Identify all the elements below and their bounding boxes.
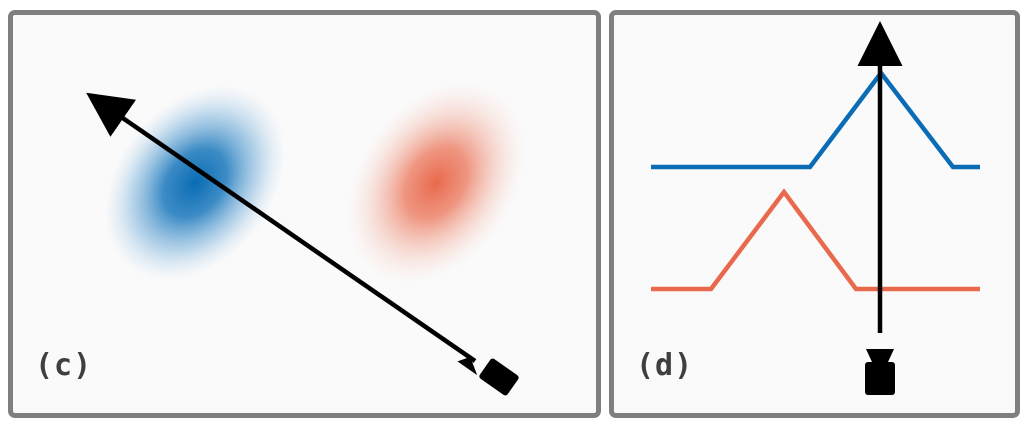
- panel-label-d: (d): [636, 348, 694, 383]
- red-gaussian-blob: [346, 81, 526, 285]
- panel-c: (c): [8, 10, 601, 418]
- panel-label-c: (c): [35, 348, 93, 383]
- camera-icon: [457, 356, 519, 396]
- camera-ray-arrow: [86, 92, 477, 363]
- camera-icon: [865, 349, 895, 395]
- red-profile-line: [651, 188, 980, 292]
- blue-profile-line: [651, 69, 980, 170]
- panel-d: (d): [609, 10, 1020, 418]
- panel-d-diagram: [651, 21, 980, 395]
- blue-gaussian-blob: [104, 85, 286, 281]
- panel-c-diagram: [86, 81, 526, 396]
